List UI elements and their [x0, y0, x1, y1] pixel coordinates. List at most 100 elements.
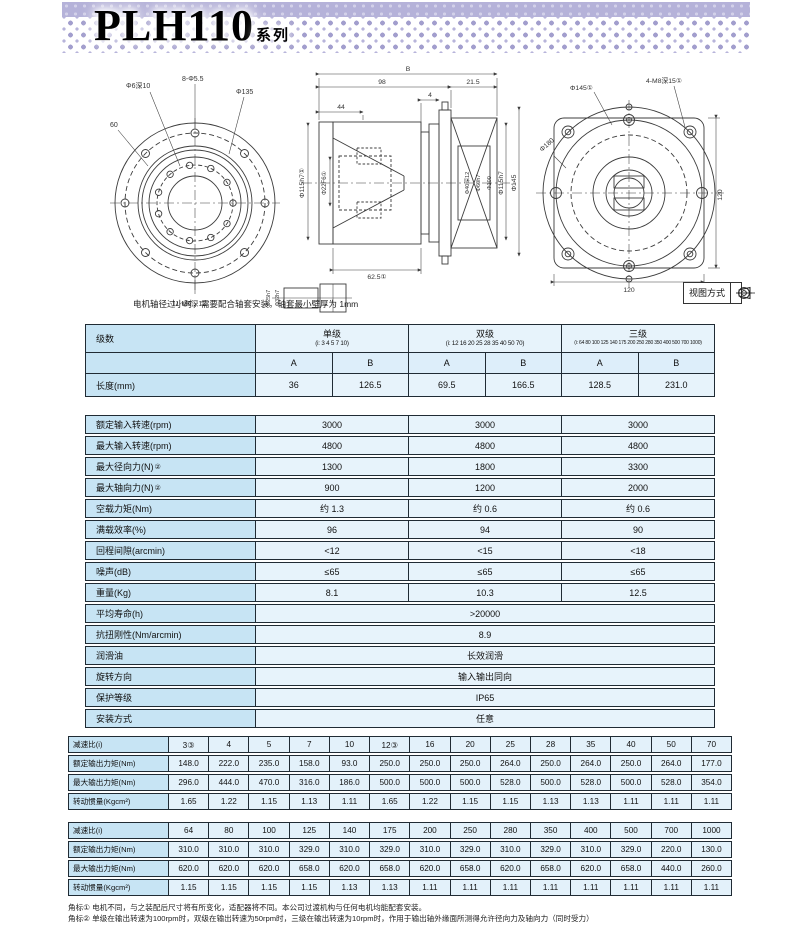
ratio-value: 296.0: [169, 775, 210, 790]
ratio-value: 310.0: [571, 842, 612, 857]
spec-span-value: 输入输出同向: [457, 672, 512, 682]
ratio-row-label: 减速比(i): [69, 823, 169, 838]
ratio-value: 1.22: [410, 794, 451, 809]
ratio-value: 250.0: [370, 756, 411, 771]
ratio-value: 125: [290, 823, 330, 838]
ratio-value: 20: [451, 737, 491, 752]
spec-value: 900: [256, 479, 409, 496]
dim-label: Φ60h7: [476, 175, 482, 192]
ratio-value: 1.11: [410, 880, 451, 895]
dim-label: Φ115h7: [498, 171, 505, 195]
halftone-top-band: [62, 2, 750, 17]
ratio-table-2: 减速比(i) 64 80 100 125 140 175 200 250 280 350 400 50…: [68, 822, 732, 896]
ratio-value: 12③: [370, 737, 411, 752]
label-text: 回程间隙(arcmin): [96, 546, 165, 556]
spec-span-value: 任意: [475, 714, 494, 724]
view-method-box: 视图方式: [682, 282, 755, 304]
spec-length-value: 166.5: [486, 374, 562, 396]
ratio-value: 400: [571, 823, 612, 838]
ratio-value: 500.0: [410, 775, 451, 790]
ratio-value: 444.0: [209, 775, 250, 790]
group-name: 三级: [628, 329, 647, 339]
spec-subheader-empty: [86, 353, 256, 373]
spec-table-header: 级数 单级 (i: 3 4 5 7 10) 双级 (i: 12 16 20 25…: [85, 324, 715, 397]
spec-span-row: 保护等级 IP65: [85, 688, 715, 707]
spec-value: 1300: [256, 458, 409, 475]
ratio-value: 1.15: [209, 880, 250, 895]
label-text: 满载效率(%): [96, 525, 146, 535]
spec-row-label: 最大输入转速(rpm): [86, 437, 256, 454]
spec-row: 最大输入转速(rpm) 4800 4800 4800: [85, 436, 715, 455]
spec-subheader-cell: A: [562, 353, 639, 373]
spec-row-label: 回程间隙(arcmin): [86, 542, 256, 559]
spec-subheader-cell: B: [333, 353, 409, 373]
dim-label: 60: [110, 122, 118, 129]
ratio-value: 1.11: [611, 794, 652, 809]
spec-span-row: 安装方式 任意: [85, 709, 715, 728]
series-title-text: PLH110: [94, 1, 255, 50]
group-name: 双级: [475, 329, 494, 339]
dim-label: Φ145: [511, 174, 518, 191]
ratio-value: 310.0: [491, 842, 531, 857]
ratio-row: 减速比(i) 3③ 4 5 7 10 12③ 16 20 25 28 35 40 50 70: [68, 736, 732, 753]
ratio-value: 316.0: [290, 775, 330, 790]
ratio-value: 250.0: [451, 756, 491, 771]
series-title-suffix: 系列: [256, 27, 291, 44]
ratio-value: 658.0: [611, 861, 652, 876]
label-text: 噪声(dB): [96, 567, 132, 577]
ratio-value: 440.0: [652, 861, 692, 876]
ratio-value: 700: [652, 823, 692, 838]
ratio-value: 620.0: [410, 861, 451, 876]
ratio-value: 35: [571, 737, 612, 752]
section-view-drawing: B 98 21.5 4 44 Φ115h7① Φ22F6① Φ40深12 Φ60…: [266, 66, 521, 313]
ratio-value: 620.0: [249, 861, 290, 876]
spec-row-label: 最大径向力(N) ②: [86, 458, 256, 475]
spec-length-row: 长度(mm) 36 126.5 69.5 166.5 128.5 231.0: [86, 374, 714, 396]
spec-header-group-single: 单级 (i: 3 4 5 7 10): [256, 325, 409, 352]
spec-table: 级数 单级 (i: 3 4 5 7 10) 双级 (i: 12 16 20 25…: [85, 324, 715, 728]
spec-row-label: 最大轴向力(N) ②: [86, 479, 256, 496]
footnote-1: 角标① 电机不同，与之装配后尺寸将有所变化，适配器将不同。本公司过渡机构与任何电…: [68, 903, 427, 912]
spec-row-label: 旋转方向: [86, 668, 256, 685]
spec-span-value: 8.9: [478, 629, 492, 640]
series-title: PLH110 系列: [94, 1, 290, 61]
ratio-value: 500.0: [370, 775, 411, 790]
dim-label: 8-Φ5.5: [182, 76, 204, 83]
dim-label: B: [406, 66, 411, 73]
dim-label: Φ115h7①: [299, 168, 306, 198]
ratio-row: 转动惯量(Kgcm²) 1.15 1.15 1.15 1.15 1.13 1.13 1.11…: [68, 879, 732, 896]
spec-value: ≤65: [256, 563, 409, 580]
ratio-row-label: 最大输出力矩(Nm): [69, 775, 169, 790]
spec-row-label: 噪声(dB): [86, 563, 256, 580]
spec-row: 噪声(dB) ≤65 ≤65 ≤65: [85, 562, 715, 581]
dim-label: 62.5①: [367, 274, 386, 281]
label-text: 空载力矩(Nm): [96, 504, 152, 514]
ratio-value: 264.0: [652, 756, 692, 771]
spec-span-row: 旋转方向 输入输出同向: [85, 667, 715, 686]
ratio-row-label: 最大输出力矩(Nm): [69, 861, 169, 876]
spec-length-label: 长度(mm): [86, 374, 256, 396]
dim-label: 98: [378, 79, 386, 86]
footnotes: 角标① 电机不同，与之装配后尺寸将有所变化，适配器将不同。本公司过渡机构与任何电…: [68, 903, 800, 924]
dim-label: Φ100: [487, 176, 493, 190]
dim-label: Φ145①: [570, 85, 593, 92]
dim-label: 120: [717, 189, 724, 201]
spec-value: 约 1.3: [256, 500, 409, 517]
ratio-value: 40: [611, 737, 652, 752]
label-text: 重量(Kg): [96, 588, 132, 598]
dim-label: Φ6深10: [126, 81, 150, 90]
ratio-value: 1000: [702, 826, 721, 835]
dim-label: 21.5: [466, 79, 479, 86]
ratio-value: 470.0: [249, 775, 290, 790]
ratio-value: 250: [451, 823, 491, 838]
ratio-value: 10: [330, 737, 371, 752]
ratio-value: 148.0: [169, 756, 210, 771]
ratio-value: 280: [491, 823, 531, 838]
drawings-section: Φ6深10 8-Φ5.5 Φ135 60 11-M6深12: [0, 60, 800, 313]
ratio-value: 1.11: [531, 880, 572, 895]
ratio-value: 620.0: [209, 861, 250, 876]
dim-label: Φ25h7: [266, 290, 272, 306]
ratio-value: 528.0: [571, 775, 612, 790]
ratio-value: 1.11: [652, 880, 692, 895]
ratio-row-label: 额定输出力矩(Nm): [69, 842, 169, 857]
